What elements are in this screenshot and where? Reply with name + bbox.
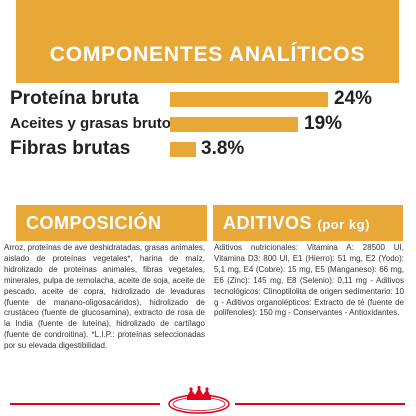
composition-banner: COMPOSICIÓN	[16, 205, 207, 241]
additives-text: Aditivos nutricionales: Vitamina A: 2850…	[214, 243, 404, 318]
analytic-row-bar	[170, 92, 328, 107]
footer-divider-left	[10, 403, 160, 405]
analytic-row-label: Fibras brutas	[10, 138, 131, 159]
analytic-row-value: 19%	[304, 113, 343, 134]
footer-divider-right	[235, 403, 405, 405]
composition-text: Arroz, proteínas de ave deshidratadas, g…	[4, 243, 205, 351]
analytic-components-title: COMPONENTES ANALÍTICOS	[49, 43, 366, 66]
analytic-row-value: 24%	[334, 88, 373, 109]
analytic-row-value: 3.8%	[201, 138, 245, 159]
analytic-row-bar	[170, 117, 298, 132]
analytic-row-label: Proteína bruta	[10, 88, 139, 109]
additives-title-main: ADITIVOS	[223, 213, 313, 233]
additives-title: ADITIVOS (por kg)	[223, 213, 403, 234]
analytic-row-label: Aceites y grasas brutos	[10, 115, 180, 132]
analytic-components-banner: COMPONENTES ANALÍTICOS	[16, 0, 399, 83]
analytic-row-bar	[170, 142, 196, 157]
additives-banner: ADITIVOS (por kg)	[213, 205, 403, 241]
royal-canin-crown-logo-icon	[168, 386, 230, 414]
additives-title-sub: (por kg)	[317, 217, 370, 232]
composition-title: COMPOSICIÓN	[26, 213, 162, 233]
